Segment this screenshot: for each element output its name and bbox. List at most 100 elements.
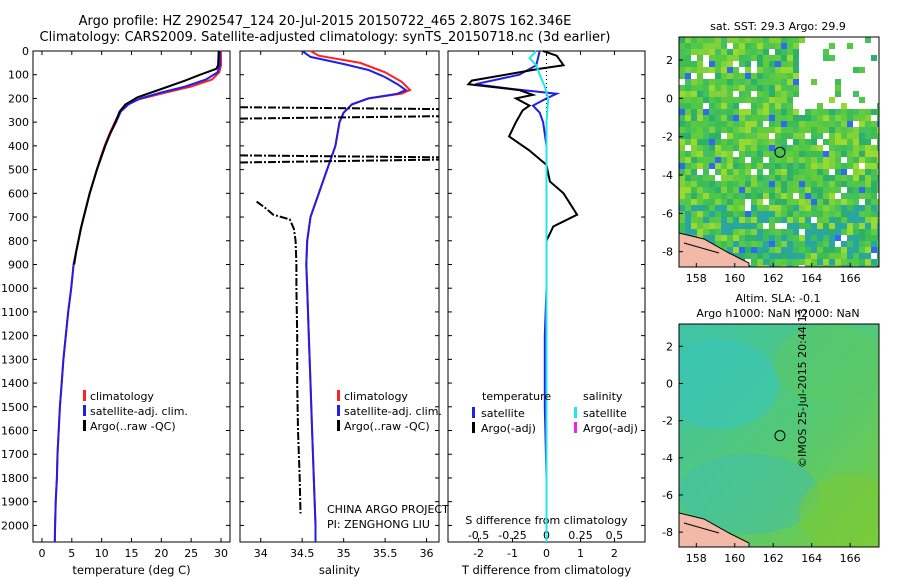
sst-pixel (721, 91, 727, 97)
sst-pixel (769, 97, 775, 103)
depth-tick-label: 300 (8, 116, 29, 129)
salinity-series-4 (239, 115, 440, 120)
sst-pixel (871, 211, 877, 217)
sst-pixel (853, 175, 859, 181)
sst-pixel (697, 73, 703, 79)
sst-pixel (739, 91, 745, 97)
sst-pixel (769, 217, 775, 223)
sst-pixel (679, 103, 685, 109)
sst-pixel (853, 145, 859, 151)
sst-pixel (745, 61, 751, 67)
sla-map-image (679, 324, 879, 547)
sst-pixel (871, 223, 877, 229)
sst-pixel (871, 193, 877, 199)
sst-pixel (715, 151, 721, 157)
sst-pixel (835, 205, 841, 211)
sst-pixel (757, 109, 763, 115)
sst-pixel (865, 259, 871, 265)
sst-pixel (763, 253, 769, 259)
sst-pixel (733, 121, 739, 127)
sst-pixel (697, 199, 703, 205)
sst-pixel (775, 151, 781, 157)
sst-pixel (769, 121, 775, 127)
sst-pixel (727, 55, 733, 61)
sst-pixel (685, 61, 691, 67)
depth-tick-label: 1200 (1, 330, 29, 343)
temperature-series-1 (53, 51, 221, 543)
sst-pixel (865, 151, 871, 157)
salinity-plot-frame (239, 50, 440, 543)
sst-pixel (757, 43, 763, 49)
sst-pixel (739, 253, 745, 259)
sst-pixel (691, 199, 697, 205)
sst-pixel (745, 139, 751, 145)
sst-pixel (703, 169, 709, 175)
sst-pixel (685, 151, 691, 157)
sst-pixel (757, 139, 763, 145)
sst-pixel (721, 241, 727, 247)
sst-pixel (703, 133, 709, 139)
sst-pixel (751, 229, 757, 235)
sst-pixel (727, 217, 733, 223)
sst-pixel (697, 43, 703, 49)
sst-pixel (865, 265, 871, 267)
sst-pixel (739, 199, 745, 205)
sst-pixel (775, 85, 781, 91)
sst-pixel (697, 223, 703, 229)
sst-pixel (829, 247, 835, 253)
sst-pixel (691, 91, 697, 97)
sst-pixel (715, 49, 721, 55)
sst-pixel (853, 265, 859, 267)
sst-pixel (817, 259, 823, 265)
sst-pixel (823, 157, 829, 163)
sst-pixel (769, 193, 775, 199)
sst-pixel (775, 247, 781, 253)
sst-pixel (697, 103, 703, 109)
sst-pixel (739, 163, 745, 169)
sst-pixel (841, 199, 847, 205)
sst-pixel (733, 73, 739, 79)
temperature-xtick-label: 20 (154, 547, 168, 560)
sst-pixel (793, 73, 799, 79)
sst-pixel (781, 199, 787, 205)
sst-pixel (871, 187, 877, 193)
sst-pixel (721, 157, 727, 163)
sst-pixel (769, 229, 775, 235)
sst-pixel (799, 145, 805, 151)
sst-pixel (745, 73, 751, 79)
sst-pixel (805, 211, 811, 217)
sst-pixel (709, 187, 715, 193)
sst-pixel (763, 79, 769, 85)
sst-pixel (691, 133, 697, 139)
sst-pixel (757, 67, 763, 73)
sst-pixel (745, 97, 751, 103)
sst-pixel (685, 115, 691, 121)
sst-pixel (865, 175, 871, 181)
salinity-xtick-label: 34 (254, 547, 268, 560)
sst-pixel (697, 157, 703, 163)
sst-pixel (835, 259, 841, 265)
sst-pixel (823, 187, 829, 193)
sst-pixel (817, 115, 823, 121)
sst-pixel (697, 175, 703, 181)
sst-pixel (859, 133, 865, 139)
sst-pixel (715, 37, 721, 43)
sst-pixel (865, 127, 871, 133)
sst-pixel (847, 229, 853, 235)
sst-pixel (787, 109, 793, 115)
sst-pixel (703, 97, 709, 103)
sst-pixel (709, 223, 715, 229)
sst-pixel (835, 139, 841, 145)
salinity-diff-tick-label: -0.5 (468, 529, 489, 542)
sst-pixel (727, 85, 733, 91)
sst-pixel (739, 49, 745, 55)
sst-pixel (835, 79, 841, 85)
sst-pixel (757, 259, 763, 265)
chart-title-line2: Climatology: CARS2009. Satellite-adjuste… (39, 30, 611, 45)
sst-pixel (685, 199, 691, 205)
sst-pixel (703, 175, 709, 181)
sst-pixel (685, 37, 691, 43)
sst-pixel (781, 49, 787, 55)
sst-pixel (727, 37, 733, 43)
sst-pixel (691, 205, 697, 211)
